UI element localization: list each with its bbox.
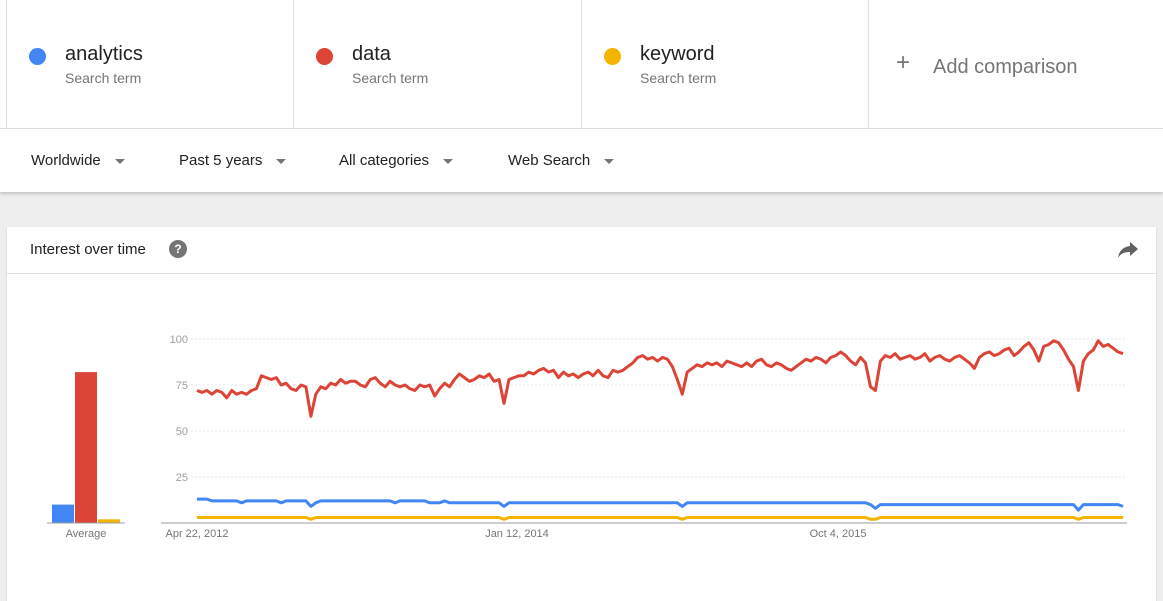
term-type-label: Search term bbox=[640, 70, 717, 86]
add-comparison-button[interactable]: + Add comparison bbox=[868, 0, 1163, 128]
y-tick-label: 25 bbox=[176, 472, 188, 484]
term-card-analytics[interactable]: analytics Search term bbox=[6, 0, 293, 128]
category-dropdown[interactable]: All categories bbox=[339, 152, 454, 169]
add-comparison-label: Add comparison bbox=[933, 56, 1078, 78]
search-terms-bar: analytics Search term data Search term k… bbox=[0, 0, 1163, 129]
term-color-dot bbox=[316, 48, 333, 65]
card-header: Interest over time ? bbox=[7, 227, 1156, 274]
term-card-data[interactable]: data Search term bbox=[293, 0, 580, 128]
term-name[interactable]: analytics bbox=[65, 43, 143, 65]
term-card-keyword[interactable]: keyword Search term bbox=[581, 0, 868, 128]
category-dropdown-label: All categories bbox=[339, 152, 430, 169]
caret-down-icon bbox=[114, 158, 125, 164]
average-bar-analytics bbox=[52, 504, 74, 523]
x-tick-label: Oct 4, 2015 bbox=[810, 528, 867, 540]
help-icon[interactable]: ? bbox=[169, 240, 187, 258]
caret-down-icon bbox=[276, 158, 287, 164]
term-name[interactable]: data bbox=[352, 43, 391, 65]
x-tick-label: Jan 12, 2014 bbox=[485, 528, 549, 540]
caret-down-icon bbox=[604, 158, 615, 164]
average-label: Average bbox=[66, 528, 107, 540]
average-bar-data bbox=[75, 372, 97, 523]
search-type-dropdown[interactable]: Web Search bbox=[508, 152, 615, 169]
x-tick-label: Apr 22, 2012 bbox=[166, 528, 229, 540]
y-tick-label: 75 bbox=[176, 380, 188, 392]
term-color-dot bbox=[604, 48, 621, 65]
series-line-data bbox=[196, 339, 1124, 418]
region-dropdown[interactable]: Worldwide bbox=[31, 152, 125, 169]
interest-chart: 25 50 75 100 Apr 22, 2012 Jan 12, 2014 Oct 4, … bbox=[47, 334, 1127, 540]
search-type-dropdown-label: Web Search bbox=[508, 152, 591, 169]
y-tick-label: 50 bbox=[176, 426, 188, 438]
card-title: Interest over time bbox=[30, 241, 146, 258]
term-color-dot bbox=[29, 48, 46, 65]
term-type-label: Search term bbox=[65, 70, 142, 86]
average-bar-keyword bbox=[98, 519, 120, 523]
filter-bar: Worldwide Past 5 years All categories We… bbox=[0, 129, 1163, 192]
term-type-label: Search term bbox=[352, 70, 429, 86]
term-name[interactable]: keyword bbox=[640, 43, 715, 65]
plus-icon: + bbox=[896, 49, 911, 76]
share-icon[interactable] bbox=[1117, 241, 1139, 259]
series-line-analytics bbox=[197, 497, 1124, 512]
interest-over-time-card: Interest over time ? 25 50 75 100 Apr 22, 20… bbox=[7, 227, 1156, 601]
series-line-keyword bbox=[197, 516, 1123, 521]
region-dropdown-label: Worldwide bbox=[31, 152, 101, 169]
time-range-dropdown[interactable]: Past 5 years bbox=[179, 152, 287, 169]
y-tick-label: 100 bbox=[170, 334, 188, 346]
time-range-dropdown-label: Past 5 years bbox=[179, 152, 263, 169]
caret-down-icon bbox=[443, 158, 454, 164]
